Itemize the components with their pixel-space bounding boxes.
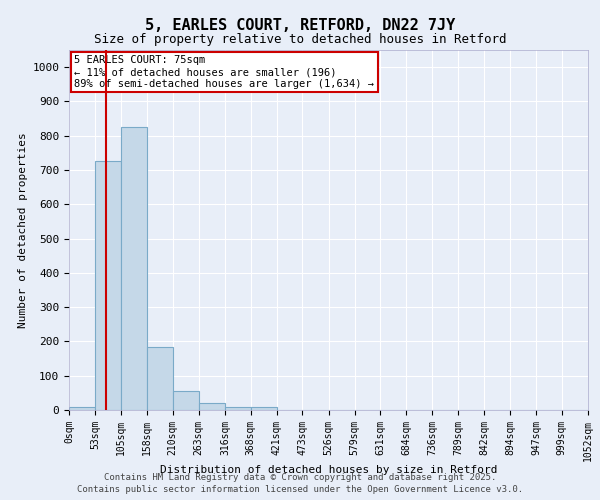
Bar [69,406,95,410]
Bar [251,406,277,410]
Bar [95,162,121,410]
Bar [173,391,199,410]
Bar [121,127,147,410]
Text: 5, EARLES COURT, RETFORD, DN22 7JY: 5, EARLES COURT, RETFORD, DN22 7JY [145,18,455,32]
Text: Size of property relative to detached houses in Retford: Size of property relative to detached ho… [94,32,506,46]
Text: Contains public sector information licensed under the Open Government Licence v3: Contains public sector information licen… [77,485,523,494]
X-axis label: Distribution of detached houses by size in Retford: Distribution of detached houses by size … [160,465,497,475]
Bar [147,346,173,410]
Text: Contains HM Land Registry data © Crown copyright and database right 2025.: Contains HM Land Registry data © Crown c… [104,472,496,482]
Y-axis label: Number of detached properties: Number of detached properties [18,132,28,328]
Bar [225,406,251,410]
Bar [199,403,225,410]
Text: 5 EARLES COURT: 75sqm
← 11% of detached houses are smaller (196)
89% of semi-det: 5 EARLES COURT: 75sqm ← 11% of detached … [74,56,374,88]
